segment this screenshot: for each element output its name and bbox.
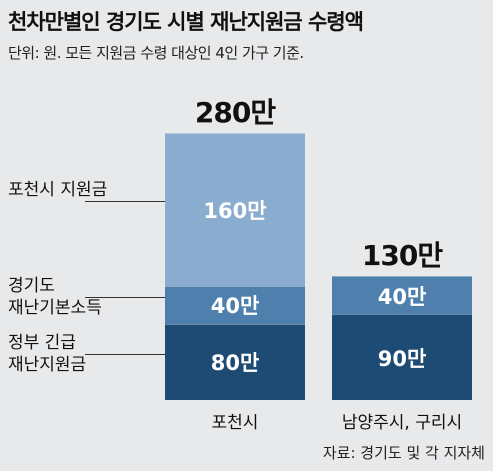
chart-title: 천차만별인 경기도 시별 재난지원금 수령액 [8, 10, 364, 34]
bar-segment: 80만 [165, 323, 305, 400]
value-label: 40만 [377, 284, 427, 309]
x-tick-label: 포천시 [211, 413, 259, 433]
legend-leader [85, 296, 165, 298]
total-label: 130만 [361, 238, 443, 272]
value-label: 80만 [210, 351, 260, 376]
legend-leader [85, 201, 165, 203]
legend-label: 경기도 재난기본소득 [8, 275, 102, 318]
value-label: 90만 [377, 346, 427, 371]
source-note: 자료: 경기도 및 각 지자체 [322, 444, 485, 462]
legend-label: 정부 긴급 재난지원금 [8, 332, 87, 375]
legend-label: 포천시 지원금 [8, 180, 108, 201]
chart-subtitle: 단위: 원. 모든 지원금 수령 대상인 4인 가구 기준. [8, 44, 304, 62]
bar-segment: 40만 [165, 285, 305, 324]
legend-leader [85, 353, 165, 355]
value-label: 160만 [203, 198, 267, 223]
total-label: 280만 [194, 95, 276, 129]
value-label: 40만 [210, 294, 260, 319]
x-tick-label: 남양주시, 구리시 [341, 413, 463, 433]
bar-segment: 90만 [332, 314, 472, 400]
bar-segment: 40만 [332, 275, 472, 315]
bar-segment: 160만 [165, 132, 305, 286]
